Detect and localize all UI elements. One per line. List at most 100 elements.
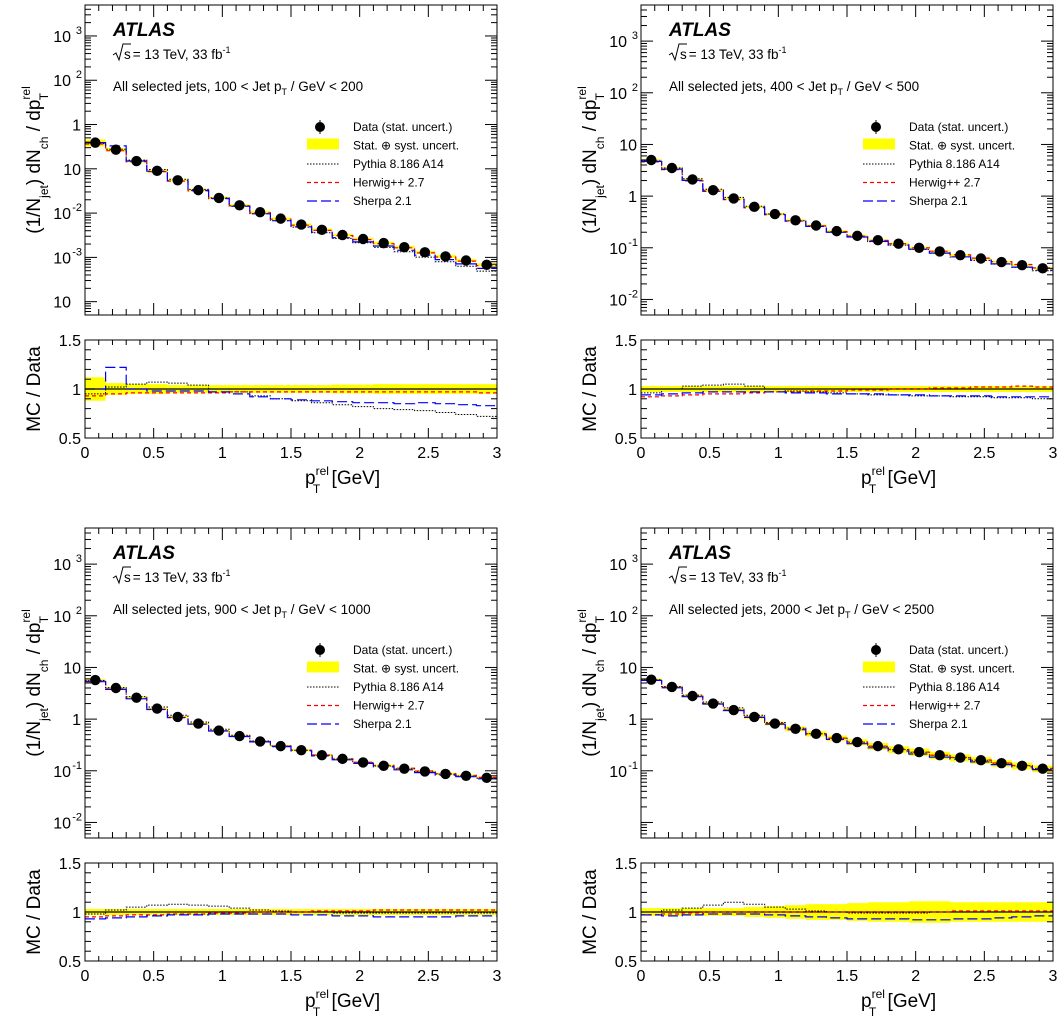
pythia-line-main <box>641 160 1053 272</box>
xlabel-sup: rel <box>316 987 329 1001</box>
ratio-tick-label: 1.5 <box>59 856 81 873</box>
ratio-tick-label: 0.5 <box>59 431 81 448</box>
y-tick-base: 10 <box>609 241 627 258</box>
x-tick-label: 0 <box>637 445 646 462</box>
pythia-line-ratio <box>85 903 497 915</box>
sherpa-line-ratio <box>641 913 1053 921</box>
legend-band-label: Stat. ⊕ syst. uncert. <box>909 139 1015 153</box>
legend: Data (stat. uncert.) Stat. ⊕ syst. uncert… <box>307 643 459 731</box>
data-point <box>316 224 328 235</box>
data-point <box>831 732 842 744</box>
x-tick-label: 1 <box>218 968 227 985</box>
ratio-tick-label: 1 <box>628 905 637 922</box>
y-tick-base: 10 <box>609 557 627 574</box>
selection-suffix: / GeV < 500 <box>843 79 919 94</box>
data-point <box>481 259 492 271</box>
data-point <box>687 690 698 702</box>
data-point <box>399 241 410 253</box>
energy-value: = 13 TeV, 33 fb <box>689 47 779 62</box>
y-tick-label: 10 <box>609 557 627 574</box>
y-tick-base: 10 <box>53 295 71 312</box>
data-point <box>934 750 945 761</box>
ratio-tick-label: 0.5 <box>59 954 81 971</box>
x-tick-label: 3 <box>1049 445 1058 462</box>
y-tick-exponent: 3 <box>632 30 638 42</box>
ylabel-sup: rel <box>19 609 33 622</box>
x-tick-label: 2.5 <box>417 968 439 985</box>
y-tick-label: 10 <box>53 250 71 267</box>
data-point <box>1016 760 1028 771</box>
data-point <box>666 162 678 174</box>
data-point <box>728 193 739 204</box>
ylabel-part: ) dN <box>24 149 45 185</box>
y-tick-label: 10 <box>53 29 71 46</box>
data-point <box>151 165 163 177</box>
xlabel-unit: [GeV] <box>326 991 380 1012</box>
y-tick-label: 1 <box>72 712 81 729</box>
ratio-plot-area <box>85 903 497 920</box>
selection-sub: T <box>281 610 287 620</box>
data-point <box>131 692 142 703</box>
data-point <box>316 750 328 761</box>
xlabel-sub: T <box>313 482 321 496</box>
data-point <box>213 192 225 204</box>
data-point <box>913 242 925 253</box>
data-point <box>193 184 204 196</box>
legend-data-label: Data (stat. uncert.) <box>909 643 1008 657</box>
x-tick-label: 1.5 <box>836 968 858 985</box>
data-point <box>357 757 369 768</box>
y-tick-exponent: 3 <box>76 553 82 565</box>
x-tick-label: 0.5 <box>699 445 721 462</box>
data-point <box>831 225 842 237</box>
data-point <box>110 144 122 155</box>
data-point <box>790 215 801 226</box>
main-plot-area <box>641 154 1053 274</box>
data-point <box>254 206 266 218</box>
ratio-tick-label: 0.5 <box>615 431 637 448</box>
y-tick-label: 1 <box>72 118 81 135</box>
ratio-plot-area <box>85 366 497 417</box>
y-tick-label: 10 <box>609 241 627 258</box>
y-tick-label: 10 <box>53 295 71 312</box>
y-tick-base: 10 <box>609 34 627 51</box>
energy-value: = 13 TeV, 33 fb <box>133 47 223 62</box>
energy-text: s = 13 TeV, 33 fb-1 <box>124 45 230 62</box>
data-point <box>707 185 719 196</box>
y-tick-base: 1 <box>72 712 81 729</box>
legend-pythia-label: Pythia 8.186 A14 <box>909 680 1000 694</box>
y-tick-base: 10 <box>53 73 71 90</box>
selection-suffix: / GeV < 2500 <box>850 602 934 617</box>
legend-sherpa-label: Sherpa 2.1 <box>353 194 412 208</box>
data-point <box>975 253 987 264</box>
ratio-ylabel: MC / Data <box>580 869 601 955</box>
main-plot-area <box>641 674 1053 774</box>
data-point <box>213 725 225 736</box>
ratio-ylabel: MC / Data <box>580 346 601 432</box>
selection-prefix: All selected jets, 100 < Jet p <box>113 79 281 94</box>
sherpa-line-ratio <box>85 913 497 920</box>
x-tick-label: 1.5 <box>280 445 302 462</box>
data-point <box>975 755 987 766</box>
energy-text: s = 13 TeV, 33 fb-1 <box>680 45 786 62</box>
sqrt-symbol <box>668 566 687 585</box>
y-tick-exponent: 2 <box>632 82 638 94</box>
y-tick-base: 10 <box>609 86 627 103</box>
x-axis-label: prel T [GeV] <box>305 987 380 1019</box>
y-tick-exponent: -2 <box>72 811 82 823</box>
ratio-ylabel: MC / Data <box>24 869 45 955</box>
energy-sup: -1 <box>778 45 786 55</box>
data-point <box>1037 263 1048 274</box>
energy-sup: -1 <box>778 568 786 578</box>
xlabel-sup: rel <box>872 987 885 1001</box>
y-tick-label: 10 <box>609 86 627 103</box>
legend-band-label: Stat. ⊕ syst. uncert. <box>909 662 1015 676</box>
data-point <box>769 208 781 220</box>
data-point <box>131 155 142 167</box>
x-axis-label: prel T [GeV] <box>861 987 936 1019</box>
selection-text: All selected jets, 400 < Jet pT / GeV < … <box>669 79 919 97</box>
y-tick-exponent: 3 <box>76 25 82 37</box>
ylabel-sub: T <box>593 615 607 623</box>
energy-value: = 13 TeV, 33 fb <box>133 570 223 585</box>
